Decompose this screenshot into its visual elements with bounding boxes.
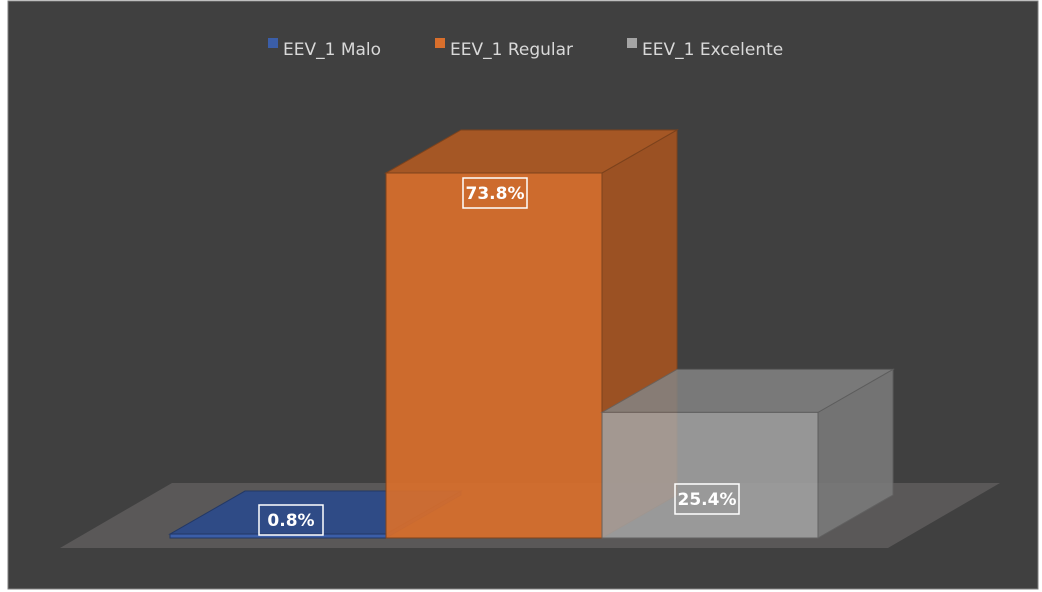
bars bbox=[168, 129, 895, 539]
legend-swatch bbox=[435, 38, 445, 48]
data-label-box bbox=[462, 177, 528, 209]
legend: EEV_1 Malo EEV_1 Regular EEV_1 Excelente bbox=[268, 38, 783, 60]
data-label-box bbox=[258, 504, 324, 536]
bar-front bbox=[601, 411, 819, 539]
data-label: 25.4% bbox=[678, 490, 737, 510]
legend-text: EEV_1 Excelente bbox=[642, 40, 783, 60]
legend-text: EEV_1 Malo bbox=[283, 40, 381, 60]
legend-text: EEV_1 Regular bbox=[450, 40, 573, 60]
data-label-box bbox=[674, 483, 740, 515]
data-label: 0.8% bbox=[267, 511, 314, 531]
legend-swatch bbox=[627, 38, 637, 48]
legend-swatch bbox=[268, 38, 278, 48]
bar bbox=[600, 368, 895, 539]
data-label: 73.8% bbox=[466, 184, 525, 204]
bar-front bbox=[385, 172, 603, 539]
data-labels: 0.8% 73.8% 25.4% bbox=[258, 177, 740, 536]
